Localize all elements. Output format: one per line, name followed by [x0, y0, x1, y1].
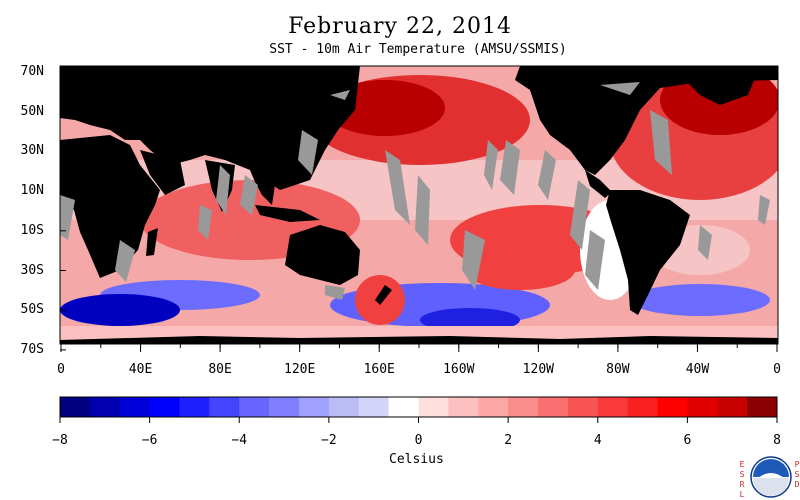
colorbar-swatch	[149, 397, 180, 417]
longitude-label: 40E	[128, 362, 153, 377]
colorbar-tick-label: 8	[773, 433, 781, 448]
colorbar-swatch	[209, 397, 240, 417]
longitude-label: 40W	[685, 362, 710, 377]
longitude-label: 120E	[284, 362, 316, 377]
colorbar-swatch	[299, 397, 330, 417]
latitude-label: 30S	[20, 262, 44, 278]
colorbar-tick-label: 0	[414, 433, 423, 448]
colorbar-ticks	[59, 417, 778, 423]
colorbar-swatch	[60, 397, 91, 417]
colorbar-tick-label: −8	[52, 433, 68, 448]
latitude-label: 70N	[20, 64, 44, 79]
map-title: February 22, 2014	[288, 14, 512, 39]
colorbar-swatch	[717, 397, 748, 417]
longitude-label: 80E	[208, 362, 232, 377]
latitude-label: 10S	[20, 222, 44, 238]
colorbar-swatch	[448, 397, 479, 417]
longitude-ticks	[60, 344, 778, 352]
colorbar-swatch	[418, 397, 449, 417]
latitude-ticks	[60, 71, 66, 351]
latitude-label: 70S	[20, 341, 44, 357]
colorbar-swatch	[119, 397, 151, 417]
colorbar-swatch	[358, 397, 390, 417]
colorbar-tick-label: 6	[683, 433, 692, 448]
longitude-label: 0	[773, 362, 781, 377]
colorbar-swatch	[239, 397, 270, 417]
colorbar-swatch	[567, 397, 599, 417]
map-subtitle: SST - 10m Air Temperature (AMSU/SSMIS)	[269, 42, 567, 57]
latitude-label: 50S	[20, 302, 44, 318]
longitude-label: 160E	[363, 362, 395, 377]
colorbar-tick-label: −4	[231, 433, 248, 448]
colorbar-tick-label: 4	[593, 433, 602, 448]
longitude-label: 120W	[522, 362, 554, 377]
colorbar	[60, 397, 778, 417]
longitude-label: 0	[57, 362, 65, 377]
colorbar-swatch	[269, 397, 300, 417]
colorbar-swatch	[179, 397, 210, 417]
colorbar-swatch	[538, 397, 569, 417]
colorbar-swatch	[597, 397, 629, 417]
colorbar-tick-label: −6	[141, 433, 158, 448]
longitude-label: 160W	[443, 362, 475, 377]
colorbar-units: Celsius	[389, 452, 444, 467]
latitude-label: 30N	[20, 143, 44, 159]
colorbar-swatch	[508, 397, 539, 417]
land	[60, 66, 778, 344]
latitude-label: 10N	[20, 183, 44, 199]
noaa-logo-icon	[750, 456, 792, 498]
colorbar-swatch	[627, 397, 658, 417]
colorbar-swatch	[747, 397, 778, 417]
colorbar-tick-label: 2	[504, 433, 513, 448]
colorbar-swatch	[89, 397, 121, 417]
colorbar-swatch	[328, 397, 360, 417]
colorbar-swatch	[687, 397, 718, 417]
colorbar-swatch	[478, 397, 509, 417]
latitude-label: 50N	[20, 103, 44, 119]
longitude-label: 80W	[606, 362, 630, 377]
colorbar-tick-label: −2	[321, 433, 337, 448]
colorbar-swatch	[388, 397, 419, 417]
colorbar-swatch	[657, 397, 688, 417]
missing-data	[60, 82, 770, 300]
